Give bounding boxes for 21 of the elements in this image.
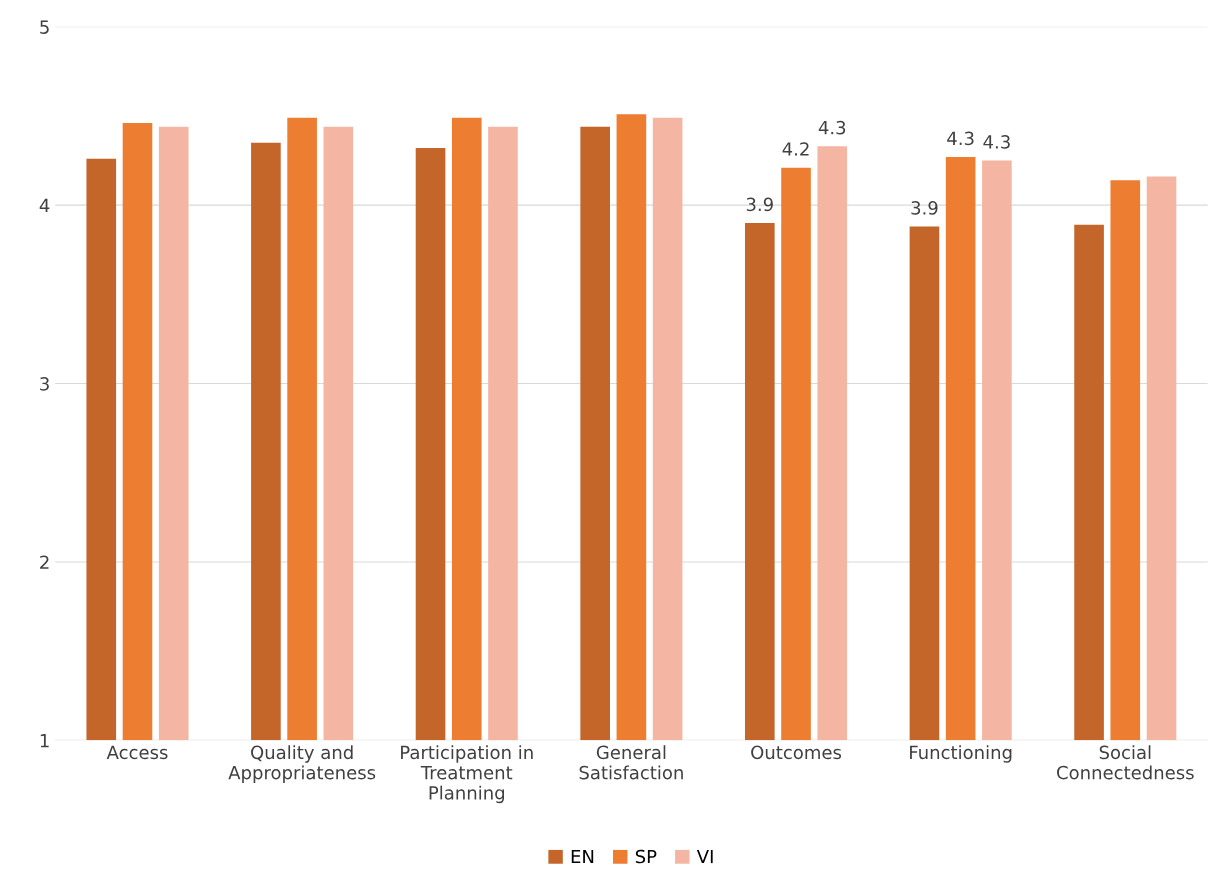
x-tick-label: Quality and Appropriateness [228, 745, 376, 783]
y-tick-label: 1 [40, 734, 49, 748]
x-tick-label: Access [106, 745, 168, 760]
legend-label: VI [696, 849, 713, 864]
legend-label: SP [635, 849, 657, 864]
x-tick-label: General Satisfaction [579, 745, 683, 780]
x-tick-label: Functioning [910, 745, 1012, 763]
data-label: 3.9 [911, 201, 938, 215]
data-label: 4.3 [818, 120, 846, 135]
y-tick-label: 2 [40, 555, 49, 569]
data-label: 4.3 [983, 135, 1010, 149]
data-label: 4.3 [947, 131, 974, 146]
x-tick-label: Social Connectedness [1057, 745, 1194, 780]
y-tick-label: 5 [40, 20, 49, 34]
data-label: 3.9 [746, 197, 773, 212]
x-tick-label: Outcomes [751, 745, 842, 760]
x-tick-label: Participation in Treatment Planning [401, 745, 533, 804]
y-tick-label: 4 [39, 198, 50, 213]
data-label: 4.2 [782, 142, 809, 156]
y-tick-label: 3 [40, 377, 49, 391]
legend-label: EN [571, 849, 594, 864]
